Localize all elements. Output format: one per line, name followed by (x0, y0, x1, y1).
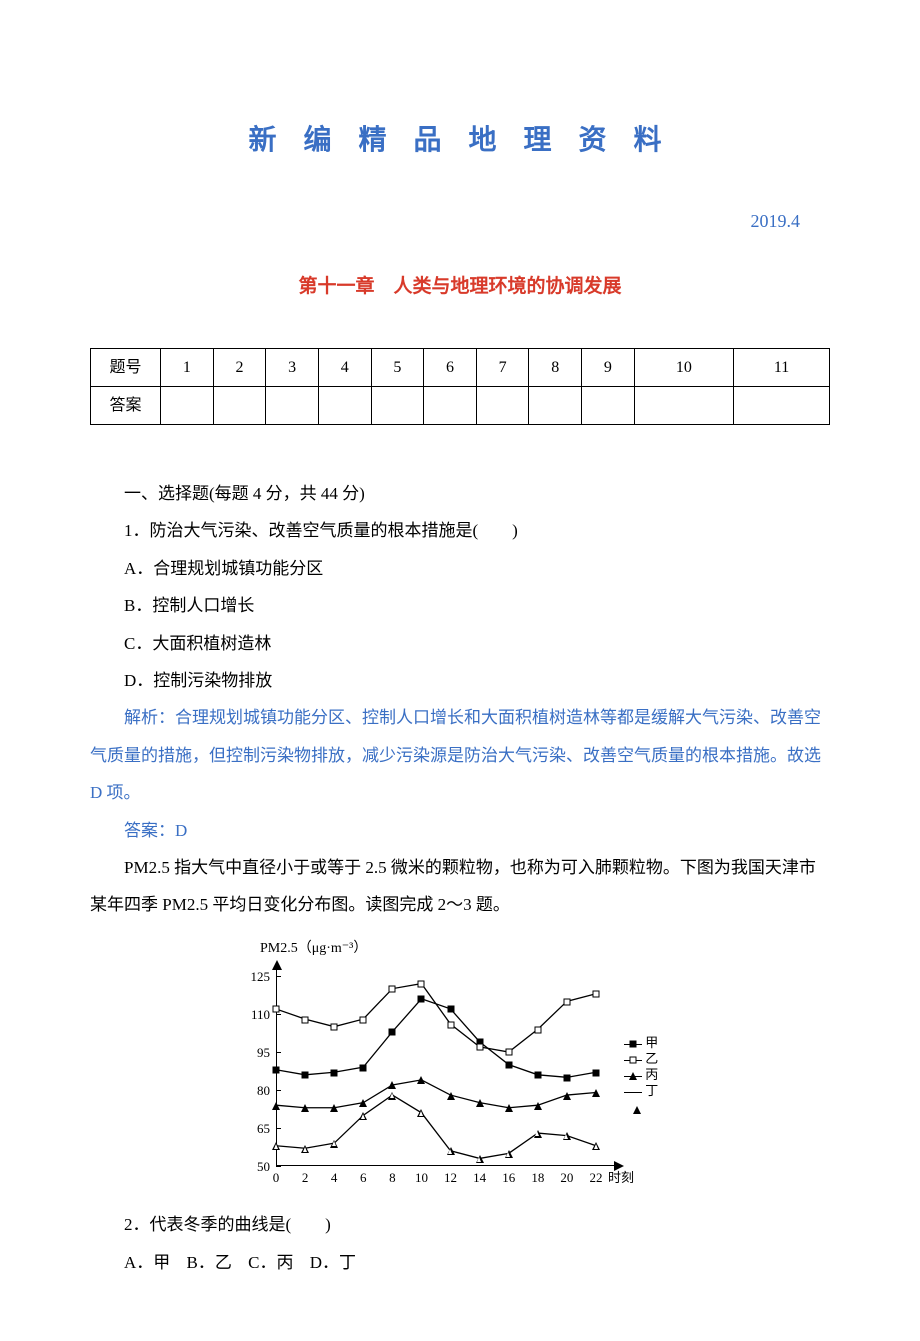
answer-cell (734, 386, 830, 424)
col-number: 7 (476, 348, 529, 386)
pm25-chart: PM2.5（μg·m⁻³） 50 65 80 95 110 125 0 2 4 6 8 10 12 14 1… (230, 934, 690, 1197)
col-number: 10 (634, 348, 733, 386)
option-a: A．甲 (124, 1253, 170, 1272)
option-d: D．控制污染物排放 (90, 662, 830, 699)
legend-item: 甲 (624, 1036, 658, 1049)
col-number: 11 (734, 348, 830, 386)
option-b: B．控制人口增长 (90, 587, 830, 624)
option-c: C．大面积植树造林 (90, 625, 830, 662)
x-tick-label: 14 (473, 1171, 486, 1184)
x-tick-label: 0 (273, 1171, 280, 1184)
y-axis-label: PM2.5（μg·m⁻³） (260, 934, 690, 965)
data-point-marker (534, 1130, 542, 1138)
answer-cell (634, 386, 733, 424)
table-row: 题号 1 2 3 4 5 6 7 8 9 10 11 (91, 348, 830, 386)
x-tick-label: 10 (415, 1171, 428, 1184)
x-tick-label: 6 (360, 1171, 367, 1184)
data-point-marker (563, 1132, 571, 1140)
x-tick-label: 16 (502, 1171, 515, 1184)
x-axis-label: 时刻 (608, 1171, 634, 1184)
x-tick-label: 18 (531, 1171, 544, 1184)
option-c: C．丙 (248, 1253, 293, 1272)
legend-label: 丁 (642, 1083, 658, 1098)
answer-cell (161, 386, 214, 424)
chart-plot-area: 506580951101250246810121416182022时刻 甲 乙 … (240, 966, 680, 1196)
col-number: 2 (213, 348, 266, 386)
data-point-marker (417, 1109, 425, 1117)
option-b: B．乙 (187, 1253, 232, 1272)
chart-intro-text: PM2.5 指大气中直径小于或等于 2.5 微米的颗粒物，也称为可入肺颗粒物。下… (90, 849, 830, 924)
y-tick-label: 65 (240, 1122, 270, 1135)
analysis-text: 解析：合理规划城镇功能分区、控制人口增长和大面积植树造林等都是缓解大气污染、改善… (90, 699, 830, 811)
legend-label: 乙 (642, 1051, 658, 1066)
answer-cell (266, 386, 319, 424)
legend-item: 丙 (624, 1068, 658, 1081)
answer-cell (529, 386, 582, 424)
x-tick-label: 20 (560, 1171, 573, 1184)
x-tick-label: 22 (590, 1171, 603, 1184)
answer-text: 答案：D (90, 812, 830, 849)
answer-cell (318, 386, 371, 424)
data-point-marker (505, 1150, 513, 1158)
answer-cell (476, 386, 529, 424)
y-tick-label: 50 (240, 1160, 270, 1173)
legend-label: 丙 (642, 1067, 658, 1082)
data-point-marker (447, 1147, 455, 1155)
option-d: D．丁 (310, 1253, 356, 1272)
col-number: 4 (318, 348, 371, 386)
y-tick-label: 125 (240, 970, 270, 983)
table-row: 答案 (91, 386, 830, 424)
y-tick-label: 80 (240, 1084, 270, 1097)
question-stem: 1．防治大气污染、改善空气质量的根本措施是( ) (90, 512, 830, 549)
answer-cell (371, 386, 424, 424)
data-point-marker (592, 1142, 600, 1150)
data-point-marker (301, 1145, 309, 1153)
col-number: 5 (371, 348, 424, 386)
row-label: 答案 (91, 386, 161, 424)
option-a: A．合理规划城镇功能分区 (90, 550, 830, 587)
chapter-title: 第十一章 人类与地理环境的协调发展 (90, 266, 830, 308)
col-number: 9 (582, 348, 635, 386)
answer-cell (213, 386, 266, 424)
data-point-marker (359, 1112, 367, 1120)
col-number: 6 (424, 348, 477, 386)
answer-grid-table: 题号 1 2 3 4 5 6 7 8 9 10 11 答案 (90, 348, 830, 425)
inline-options: A．甲 B．乙 C．丙 D．丁 (90, 1244, 830, 1281)
answer-cell (582, 386, 635, 424)
section-heading: 一、选择题(每题 4 分，共 44 分) (90, 475, 830, 512)
col-number: 3 (266, 348, 319, 386)
answer-cell (424, 386, 477, 424)
y-tick-label: 95 (240, 1046, 270, 1059)
legend-item: 丁 (624, 1084, 658, 1097)
legend-label: 甲 (642, 1035, 658, 1050)
document-date: 2019.4 (90, 202, 830, 242)
data-point-marker (272, 1142, 280, 1150)
legend-item: 乙 (624, 1052, 658, 1065)
x-tick-label: 4 (331, 1171, 338, 1184)
row-label: 题号 (91, 348, 161, 386)
data-point-marker (388, 1092, 396, 1100)
y-tick-label: 110 (240, 1008, 270, 1021)
col-number: 8 (529, 348, 582, 386)
x-tick-label: 2 (302, 1171, 309, 1184)
main-title: 新 编 精 品 地 理 资 料 (90, 110, 830, 172)
x-tick-label: 12 (444, 1171, 457, 1184)
question-stem: 2．代表冬季的曲线是( ) (90, 1206, 830, 1243)
data-point-marker (330, 1140, 338, 1148)
col-number: 1 (161, 348, 214, 386)
data-point-marker (476, 1155, 484, 1163)
x-tick-label: 8 (389, 1171, 396, 1184)
